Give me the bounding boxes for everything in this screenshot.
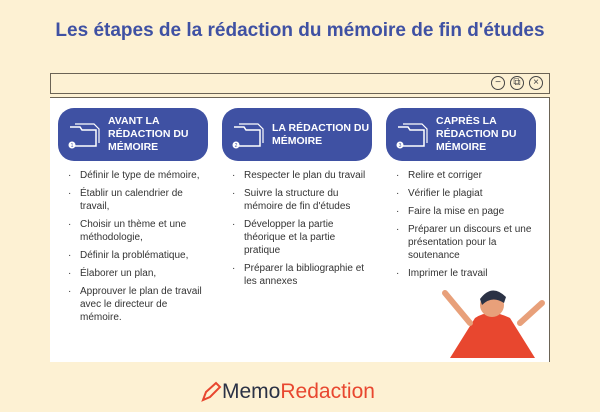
step-column: 2 LA RÉDACTION DU MÉMOIRE Respecter le pla… (222, 108, 372, 293)
close-icon[interactable]: × (529, 76, 543, 90)
list-item: Définir la problématique, (68, 249, 208, 262)
window-titlebar: − ⧉ × (50, 73, 550, 94)
list-item: Faire la mise en page (396, 205, 536, 218)
list-item: Préparer un discours et une présentation… (396, 223, 536, 262)
list-item: Préparer la bibliographie et les annexes (232, 262, 372, 288)
window-content: 1 AVANT LA RÉDACTION DU MÉMOIRE Définir le… (50, 97, 550, 362)
step-column: 1 AVANT LA RÉDACTION DU MÉMOIRE Définir le… (58, 108, 208, 329)
minimize-icon[interactable]: − (491, 76, 505, 90)
list-item: Imprimer le travail (396, 267, 536, 280)
folder-icon: 2 (232, 122, 264, 149)
restore-icon[interactable]: ⧉ (510, 76, 524, 90)
step-list: Relire et corriger Vérifier le plagiat Fai… (386, 169, 536, 280)
list-item: Élaborer un plan, (68, 267, 208, 280)
list-item: Définir le type de mémoire, (68, 169, 208, 182)
list-item: Suivre la structure du mémoire de fin d'… (232, 187, 372, 213)
list-item: Choisir un thème et une méthodologie, (68, 218, 208, 244)
step-list: Respecter le plan du travail Suivre la st… (222, 169, 372, 288)
step-header: 3 CAPRÈS LA RÉDACTION DU MÉMOIRE (386, 108, 536, 161)
list-item: Respecter le plan du travail (232, 169, 372, 182)
step-heading: LA RÉDACTION DU MÉMOIRE (272, 121, 370, 147)
pencil-icon (201, 381, 222, 402)
folder-icon: 3 (396, 122, 428, 149)
svg-text:2: 2 (235, 143, 238, 149)
list-item: Développer la partie théorique et la par… (232, 218, 372, 257)
folder-icon: 1 (68, 122, 100, 149)
list-item: Approuver le plan de travail avec le dir… (68, 285, 208, 324)
step-list: Définir le type de mémoire, Établir un ca… (58, 169, 208, 324)
step-heading: AVANT LA RÉDACTION DU MÉMOIRE (108, 115, 189, 153)
person-illustration (442, 290, 545, 358)
svg-text:3: 3 (399, 143, 402, 149)
list-item: Vérifier le plagiat (396, 187, 536, 200)
step-heading: CAPRÈS LA RÉDACTION DU MÉMOIRE (436, 115, 517, 153)
svg-text:1: 1 (71, 143, 74, 149)
step-header: 2 LA RÉDACTION DU MÉMOIRE (222, 108, 372, 161)
memoredaction-logo: Memo Redaction (200, 380, 375, 404)
list-item: Relire et corriger (396, 169, 536, 182)
step-header: 1 AVANT LA RÉDACTION DU MÉMOIRE (58, 108, 208, 161)
list-item: Établir un calendrier de travail, (68, 187, 208, 213)
page-title: Les étapes de la rédaction du mémoire de… (55, 20, 545, 41)
step-column: 3 CAPRÈS LA RÉDACTION DU MÉMOIRE Relire et… (386, 108, 536, 285)
